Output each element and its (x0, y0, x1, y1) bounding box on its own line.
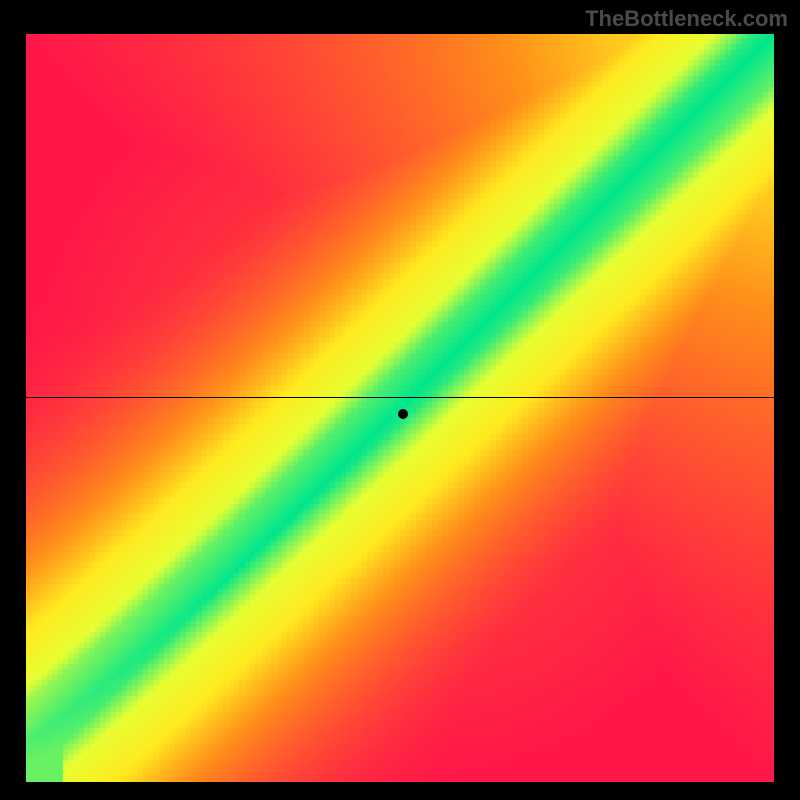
data-point-marker (398, 409, 408, 419)
watermark-text: TheBottleneck.com (585, 6, 788, 32)
chart-container: TheBottleneck.com (0, 0, 800, 800)
crosshair-vertical (394, 782, 395, 800)
crosshair-horizontal (26, 397, 774, 398)
plot-area (26, 34, 774, 782)
heatmap-canvas (26, 34, 774, 782)
